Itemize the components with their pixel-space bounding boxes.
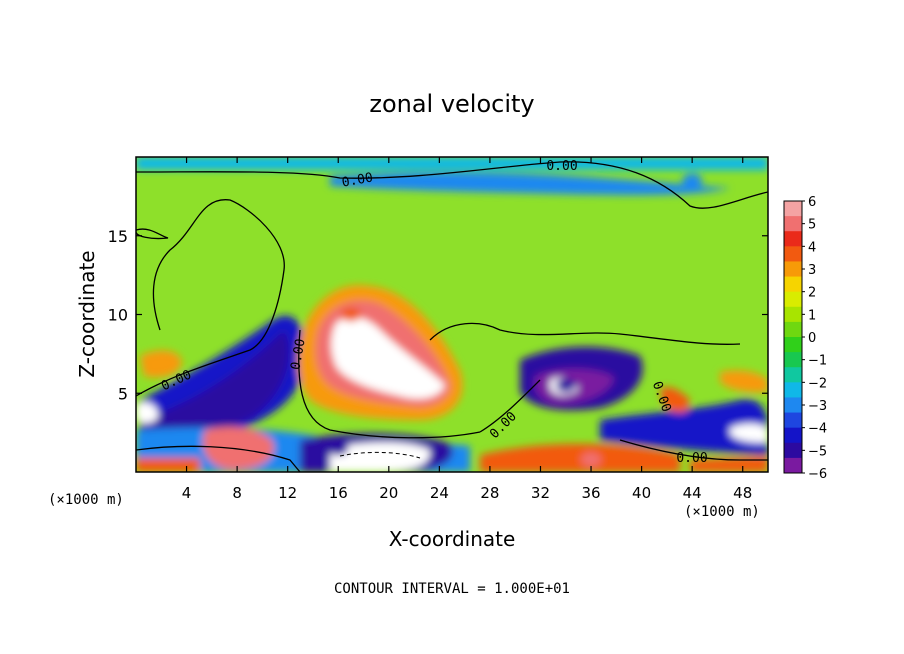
colorbar-tick-label: −4 xyxy=(808,422,827,437)
colorbar-swatch xyxy=(784,457,802,474)
colorbar-tick-label: −1 xyxy=(808,354,827,369)
contour-label: 0.00 xyxy=(546,159,577,174)
x-tick-label: 36 xyxy=(581,484,600,502)
x-tick-label: 16 xyxy=(329,484,348,502)
feature-positive xyxy=(151,354,172,369)
colorbar-swatch xyxy=(784,201,802,217)
x-tick-label: 4 xyxy=(182,484,192,502)
feature-negative xyxy=(555,378,576,393)
x-tick-label: 12 xyxy=(278,484,297,502)
colorbar-swatch xyxy=(784,382,802,398)
colorbar-tick-label: −2 xyxy=(808,376,827,391)
colorbar-swatch xyxy=(784,412,802,429)
colorbar-swatch xyxy=(784,352,802,368)
colorbar-tick-label: 4 xyxy=(808,240,816,255)
x-tick-label: 40 xyxy=(632,484,651,502)
colorbar-swatch xyxy=(784,427,802,444)
feature-positive xyxy=(581,452,602,467)
colorbar-swatch xyxy=(784,261,802,278)
x-tick-label: 24 xyxy=(430,484,449,502)
x-tick-label: 20 xyxy=(379,484,398,502)
colorbar-swatch xyxy=(784,337,802,353)
x-tick-label: 44 xyxy=(683,484,702,502)
colorbar-swatch xyxy=(784,276,802,293)
colorbar-tick-label: −3 xyxy=(808,399,827,414)
feature-positive xyxy=(669,394,690,409)
x-tick-label: 8 xyxy=(232,484,242,502)
heatmap-field xyxy=(136,157,768,472)
chart-title: zonal velocity xyxy=(369,90,534,118)
y-axis-label: Z-coordinate xyxy=(75,250,99,377)
x-unit-label-left: (×1000 m) xyxy=(48,492,124,508)
y-tick-label: 10 xyxy=(108,306,128,325)
colorbar-tick-label: −6 xyxy=(808,467,827,482)
y-tick-label: 5 xyxy=(118,384,128,403)
feature-negative xyxy=(682,173,703,188)
colorbar-tick-label: 3 xyxy=(808,263,816,278)
colorbar-swatch xyxy=(784,231,802,247)
colorbar-tick-label: 2 xyxy=(808,286,816,301)
colorbar: 6 5 4 3 2 1 0 −1 −2 −3 −4 −5 −6 xyxy=(783,195,827,482)
colorbar-swatch xyxy=(784,291,802,308)
contour-label: 0.00 xyxy=(341,170,374,190)
colorbar-swatch xyxy=(784,306,802,323)
feature-positive xyxy=(340,307,361,322)
colorbar-swatch xyxy=(784,397,802,414)
x-tick-label: 28 xyxy=(480,484,499,502)
feature-negative xyxy=(239,370,260,385)
colorbar-tick-label: 1 xyxy=(808,308,816,323)
colorbar-swatch xyxy=(784,216,802,232)
colorbar-swatch xyxy=(784,442,802,459)
colorbar-tick-label: 0 xyxy=(808,331,816,346)
x-tick-label: 32 xyxy=(531,484,550,502)
contour-label: 0.00 xyxy=(288,338,308,371)
contour-label: 0.00 xyxy=(676,451,707,466)
colorbar-tick-label: 6 xyxy=(808,195,816,210)
colorbar-tick-label: −5 xyxy=(808,444,827,459)
feature-jet xyxy=(378,354,399,369)
contour-interval-note: CONTOUR INTERVAL = 1.000E+01 xyxy=(334,581,570,597)
colorbar-swatch xyxy=(784,246,802,262)
x-unit-label-right: (×1000 m) xyxy=(684,504,760,520)
colorbar-swatch xyxy=(784,321,802,338)
x-axis-label: X-coordinate xyxy=(389,527,516,551)
y-tick-label: 15 xyxy=(108,227,128,246)
colorbar-tick-label: 5 xyxy=(808,218,816,233)
x-tick-label: 48 xyxy=(733,484,752,502)
colorbar-swatch xyxy=(784,367,802,383)
feature-negative xyxy=(328,441,349,456)
